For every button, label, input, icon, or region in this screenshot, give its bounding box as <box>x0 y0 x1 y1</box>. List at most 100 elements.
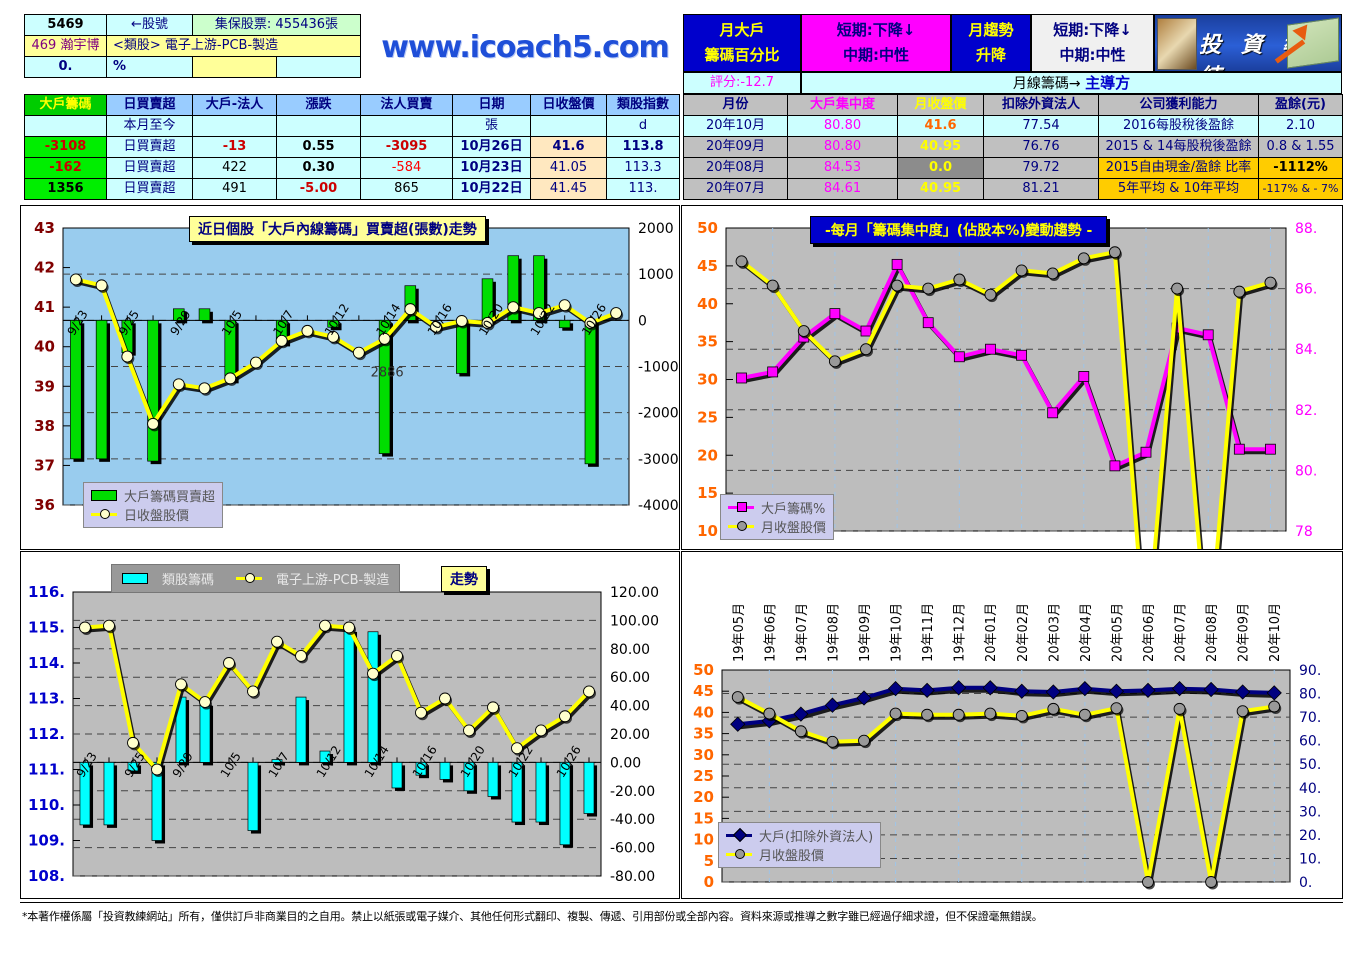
signal-d-short: 短期:下降↓ <box>1053 21 1132 39</box>
cell-month: 20年07月 <box>683 178 788 200</box>
svg-text:78: 78 <box>1295 524 1313 540</box>
svg-text:30: 30 <box>697 371 718 389</box>
svg-text:116.: 116. <box>28 583 65 601</box>
legend-label: 類股籌碼 <box>162 573 215 588</box>
svg-text:19年09月: 19年09月 <box>858 603 873 662</box>
svg-text:0.: 0. <box>1299 875 1312 891</box>
svg-text:113.: 113. <box>28 690 65 708</box>
chart-canvas: 116. 115. 114. 113. 112. 111. 110. 109. 108. 120.… <box>28 583 659 885</box>
cell-eps: 0.8 & 1.55 <box>1258 136 1343 158</box>
col-month-close: 月收盤價 <box>897 94 984 116</box>
signal-monthly-trend: 月趨勢 升降 <box>951 14 1031 72</box>
stock-id-table: 5469 ←股號 集保股票: 455436張 469 瀚宇博 <類股> 電子上游… <box>24 14 361 78</box>
col-change: 漲跌 <box>276 94 361 116</box>
svg-text:50.: 50. <box>1299 757 1321 773</box>
svg-text:15: 15 <box>697 484 718 502</box>
footer-divider <box>20 902 1343 903</box>
cell-inst: -3095 <box>360 136 453 158</box>
legend-item: 月收盤股價 <box>728 517 826 536</box>
svg-text:10.: 10. <box>1299 851 1321 867</box>
cell-ex-foreign: 77.54 <box>983 115 1099 137</box>
legend-line-swatch-icon <box>726 827 752 843</box>
col-inst: 法人買賣 <box>360 94 453 116</box>
stock-name-cell: 469 瀚宇博 <box>24 35 107 57</box>
svg-text:111.: 111. <box>28 761 65 779</box>
svg-text:19年11月: 19年11月 <box>921 603 936 662</box>
col-close: 日收盤價 <box>530 94 607 116</box>
svg-text:20年02月: 20年02月 <box>1016 603 1031 662</box>
cell-month-close: 40.95 <box>897 178 984 200</box>
signal-a-line1: 月大戶 <box>719 21 765 39</box>
svg-text:19年05月: 19年05月 <box>732 603 747 662</box>
chart-legend: 類股籌碼 電子上游-PCB-製造 <box>111 564 401 593</box>
sub-change <box>276 115 361 137</box>
custody-shares-cell: 集保股票: 455436張 <box>192 14 361 36</box>
legend-item: 類股籌碼 電子上游-PCB-製造 <box>122 569 389 588</box>
svg-text:39: 39 <box>34 377 55 395</box>
svg-text:19年12月: 19年12月 <box>953 603 968 662</box>
cell-month-close: 41.6 <box>897 115 984 137</box>
svg-text:2886: 2886 <box>371 365 404 380</box>
table-row: 20年09月 80.80 40.95 76.76 2015 & 14每股稅後盈餘… <box>683 136 1343 158</box>
svg-text:20: 20 <box>697 446 718 464</box>
svg-text:10: 10 <box>693 831 714 849</box>
chart-legend: 大戶(扣除外資法人) 月收盤股價 <box>718 822 882 868</box>
svg-text:20年06月: 20年06月 <box>1142 603 1157 662</box>
signal-c-line2: 升降 <box>975 46 1006 64</box>
table-row: 20年07月 84.61 40.95 81.21 5年平均 & 10年平均 -1… <box>683 178 1343 200</box>
signal-d-mid: 中期:中性 <box>1059 46 1126 64</box>
cell-profitability: 5年平均 & 10年平均 <box>1098 178 1259 200</box>
cell-change: 0.55 <box>276 136 361 158</box>
cell-change: -5.00 <box>276 178 361 200</box>
legend-bar-swatch-icon <box>91 490 117 501</box>
col-index: 類股指數 <box>606 94 680 116</box>
daily-data-table: 大戶籌碼 日買賣超 大戶-法人 漲跌 法人買賣 日期 日收盤價 類股指數 本月至… <box>24 94 680 200</box>
legend-item: 大戶籌碼買賣超 <box>91 486 215 505</box>
cell-month: 20年09月 <box>683 136 788 158</box>
sub-index: d <box>606 115 680 137</box>
svg-text:19年07月: 19年07月 <box>795 603 810 662</box>
col-date: 日期 <box>452 94 531 116</box>
svg-text:19年06月: 19年06月 <box>763 603 778 662</box>
brand-chart-icon <box>1287 17 1339 69</box>
svg-text:0: 0 <box>704 873 714 891</box>
svg-text:35: 35 <box>693 725 714 743</box>
svg-text:20年09月: 20年09月 <box>1237 603 1252 662</box>
score-cell: 評分:-12.7 <box>683 72 801 94</box>
svg-text:60.: 60. <box>1299 734 1321 750</box>
chart-legend: 大戶籌碼買賣超 日收盤股價 <box>83 482 224 528</box>
signal-short-mid-a: 短期:下降↓ 中期:中性 <box>801 14 951 72</box>
svg-text:120.00: 120.00 <box>610 585 659 601</box>
cell-change: 0.30 <box>276 157 361 179</box>
svg-text:20年07月: 20年07月 <box>1174 603 1189 662</box>
legend-item: 大戶籌碼% <box>728 498 826 517</box>
cell-concentration: 80.80 <box>787 115 898 137</box>
cell-eps: 2.10 <box>1258 115 1343 137</box>
stock-code-cell[interactable]: 5469 <box>24 14 107 36</box>
chart-canvas: 50 45 40 35 30 25 20 15 10 88. 86. 84. 82. 80. 78 <box>697 219 1317 660</box>
svg-text:43: 43 <box>34 219 55 237</box>
svg-text:80.: 80. <box>1299 687 1321 703</box>
signal-b-mid: 中期:中性 <box>843 46 909 64</box>
svg-text:20年03月: 20年03月 <box>1047 603 1062 662</box>
svg-text:86.: 86. <box>1295 282 1317 298</box>
legend-line-swatch-icon <box>236 573 263 583</box>
header-panel: 5469 ←股號 集保股票: 455436張 469 瀚宇博 <類股> 電子上游… <box>0 0 1366 200</box>
cell-inst: 865 <box>360 178 453 200</box>
table-row: 1356 日買賣超 491 -5.00 865 10月22日 41.45 113… <box>24 178 680 200</box>
cell-index: 113. <box>606 178 680 200</box>
svg-text:35: 35 <box>697 333 718 351</box>
signal-b-short: 短期:下降↓ <box>836 21 916 39</box>
col-chips: 大戶籌碼 <box>24 94 107 116</box>
cell-index: 113.3 <box>606 157 680 179</box>
svg-text:112.: 112. <box>28 725 65 743</box>
monthly-data-table: 月份 大戶集中度 月收盤價 扣除外資法人 公司獲利能力 盈餘(元) 20年10月… <box>683 94 1343 200</box>
legend-label: 大戶籌碼% <box>761 502 826 517</box>
svg-text:38: 38 <box>34 417 55 435</box>
sub-daily: 本月至今 <box>106 115 193 137</box>
svg-text:70.: 70. <box>1299 710 1321 726</box>
svg-text:45: 45 <box>697 257 718 275</box>
svg-text:60.00: 60.00 <box>610 670 650 686</box>
table-row: -3108 日買賣超 -13 0.55 -3095 10月26日 41.6 11… <box>24 136 680 158</box>
col-concentration: 大戶集中度 <box>787 94 898 116</box>
